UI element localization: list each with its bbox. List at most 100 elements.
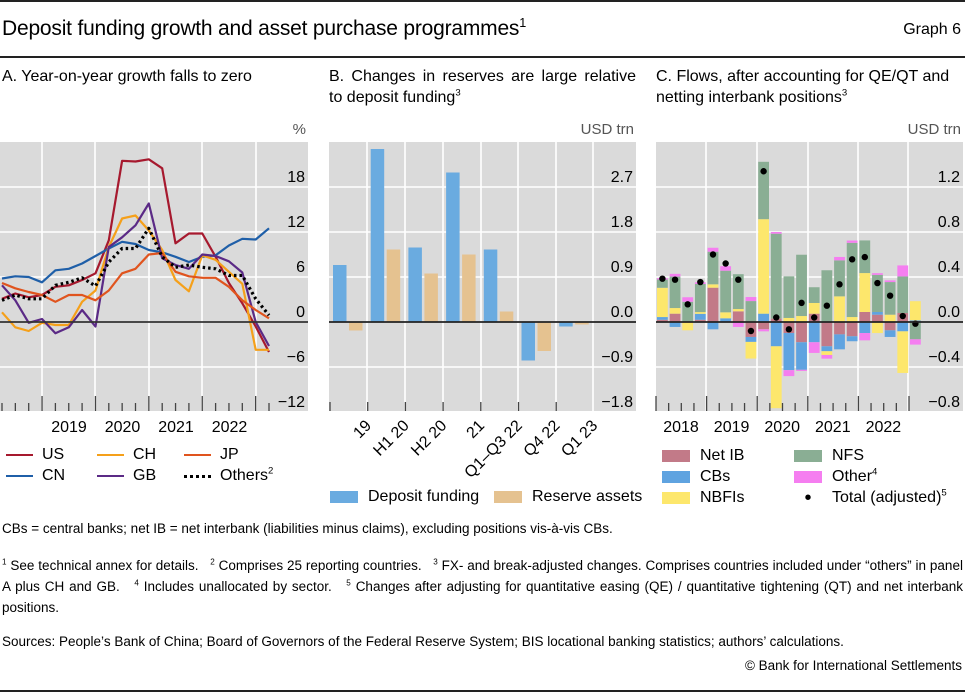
- panel-c-ytick-label: 0.8: [938, 214, 960, 231]
- panel-c-bar-segment-cbs: [758, 313, 769, 322]
- legend-label-other-text: Other: [832, 468, 873, 485]
- legend-item-other: Other4: [794, 467, 877, 486]
- panel-b-ytick-label: 1.8: [611, 214, 633, 231]
- panel-b-xtick-label: 19: [350, 417, 375, 442]
- panel-c-bar-segment-net-ib: [872, 314, 883, 322]
- panel-c-bar-segment-cbs: [669, 322, 681, 327]
- panel-c-bar-segment-other: [783, 370, 795, 377]
- panel-c-xtick-label: 2018: [663, 419, 699, 436]
- panel-c-bar-segment-nbfis: [796, 316, 807, 322]
- legend-label-nbfis: NBFIs: [700, 489, 745, 506]
- panel-c-bar-segment-nfs: [834, 260, 845, 297]
- panel-b-bar-deposit-funding: [333, 265, 347, 322]
- bottom-rule: [0, 690, 965, 692]
- legend-label-others-text: Others: [220, 467, 269, 484]
- panel-b-ytick-label: −1.8: [601, 394, 633, 411]
- panel-c-bar-segment-cbs: [897, 322, 909, 332]
- panel-c-total-marker: [785, 326, 793, 333]
- panel-b-bar-reserve-assets: [537, 322, 551, 351]
- footnote-2-text: Comprises 25 reporting countries.: [218, 558, 422, 573]
- panel-a-xtick-label: 2021: [158, 419, 194, 436]
- legend-item-ch: CH: [97, 446, 156, 464]
- graph-number: Graph 6: [903, 21, 961, 38]
- panel-b-footnote-marker: 3: [455, 87, 461, 99]
- panel-b-unit-label: USD trn: [581, 121, 634, 138]
- panel-c-bar-segment-nbfis: [897, 331, 909, 373]
- legend-item-cn: CN: [6, 467, 65, 485]
- legend-item-us: US: [6, 446, 64, 464]
- panel-c-xtick-label: 2021: [815, 419, 851, 436]
- panel-c-bar-segment-cbs: [884, 330, 896, 337]
- panel-c-bar-segment-net-ib: [758, 322, 769, 330]
- legend-item-gb: GB: [97, 467, 156, 485]
- header-rule: [0, 56, 965, 58]
- panel-c-bar-segment-other: [682, 297, 694, 302]
- panel-c-bar-segment-net-ib: [657, 319, 668, 322]
- panel-b-bar-reserve-assets: [462, 254, 476, 322]
- legend-label-ch: CH: [133, 446, 157, 463]
- legend-label-net-ib: Net IB: [700, 447, 745, 464]
- panel-c-total-marker: [848, 256, 856, 263]
- panel-c-bar-segment-nfs: [770, 233, 782, 319]
- panel-b-xtick-label: 21: [464, 417, 489, 442]
- panel-b-title: B. Changes in reserves are large relativ…: [329, 66, 636, 108]
- panel-c-total-marker: [722, 260, 729, 267]
- abbreviations-note: CBs = central banks; net IB = net interb…: [2, 521, 613, 536]
- legend-item-jp: JP: [184, 446, 239, 464]
- legend-label-others: Others2: [220, 465, 274, 485]
- panel-c-bar-segment-nfs: [897, 276, 909, 313]
- panel-c-bar-segment-net-ib: [694, 319, 706, 322]
- panel-a-series-cn: [1, 227, 270, 284]
- panel-c-bar-segment-cbs: [770, 322, 782, 347]
- panel-c-bar-segment-other: [897, 265, 909, 277]
- panel-c-total-marker: [823, 302, 831, 309]
- legend-label-total-text: Total (adjusted): [832, 489, 942, 506]
- legend-swatch-us: [6, 454, 33, 456]
- panel-c-total-marker: [886, 292, 894, 299]
- panel-c-bar-segment-other: [821, 354, 833, 359]
- panel-c-total-marker: [836, 281, 843, 288]
- panel-c-bar-segment-net-ib: [884, 322, 896, 331]
- panel-c-total-marker: [811, 314, 818, 321]
- panel-c-bar-segment-other: [720, 266, 732, 271]
- legend-label-jp: JP: [220, 446, 239, 463]
- panel-c-total-marker: [735, 276, 742, 283]
- panel-c-bar-segment-nbfis: [720, 312, 732, 319]
- panel-a-ytick-label: −12: [278, 394, 305, 411]
- legend-item-nbfis: NBFIs: [662, 489, 744, 507]
- panel-c-bar-segment-other: [745, 297, 757, 302]
- panel-c-title-text: C. Flows, after accounting for QE/QT and…: [656, 68, 950, 106]
- sources-note: Sources: People’s Bank of China; Board o…: [2, 634, 844, 649]
- legend-item-net-ib: Net IB: [662, 447, 744, 465]
- panel-c-bar-segment-other: [796, 369, 807, 371]
- panel-c-bar-segment-net-ib: [796, 322, 807, 343]
- panel-b-bar-deposit-funding: [521, 322, 535, 361]
- panel-b-bar-deposit-funding: [370, 149, 385, 322]
- panel-b-bar-deposit-funding: [446, 172, 460, 322]
- panel-c-bar-segment-cbs: [783, 333, 795, 371]
- panel-a-ytick-label: 0: [296, 304, 305, 321]
- panel-c-bar-segment-nbfis: [783, 317, 795, 322]
- panel-c-total-marker: [760, 168, 767, 175]
- panel-c-bar-segment-cbs: [846, 336, 858, 342]
- panel-c-unit-label: USD trn: [908, 121, 961, 138]
- legend-item-reserve-assets: Reserve assets: [494, 488, 642, 506]
- legend-swatch-jp: [184, 454, 211, 456]
- panel-c-bar-segment-other: [669, 273, 681, 277]
- legend-swatch-total-adjusted: •: [804, 487, 812, 509]
- panel-c-bar-segment-nbfis: [872, 322, 883, 334]
- panel-c-ytick-label: 1.2: [938, 169, 960, 186]
- panel-a-title: A. Year-on-year growth falls to zero: [2, 66, 307, 87]
- panel-c-bar-segment-nfs: [732, 274, 744, 310]
- legend-others-footnote: 2: [268, 465, 274, 477]
- panel-c-bar-segment-other: [884, 280, 896, 283]
- legend-item-deposit-funding: Deposit funding: [330, 488, 479, 506]
- panel-c-bar-segment-nfs: [657, 279, 668, 288]
- panel-c-bar-segment-net-ib: [821, 322, 833, 347]
- panel-c-bar-segment-other: [846, 240, 858, 243]
- panel-c-bar-segment-nbfis: [846, 317, 858, 322]
- panel-c-bar-segment-cbs: [720, 318, 732, 322]
- panel-c-bar-segment-nbfis: [682, 322, 694, 331]
- panel-c-bar-segment-net-ib: [707, 287, 719, 322]
- panel-a-series-others: [1, 226, 271, 317]
